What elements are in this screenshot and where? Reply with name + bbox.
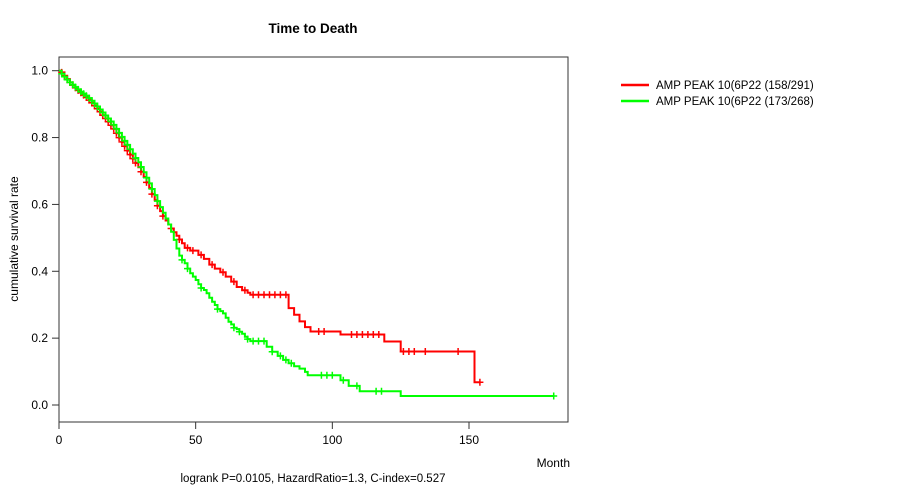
censor-mark [184, 244, 191, 252]
censor-mark [178, 256, 186, 264]
censor-mark [235, 328, 243, 336]
censor-mark [339, 376, 347, 384]
censor-mark [110, 121, 118, 129]
censor-mark [112, 125, 120, 133]
censor-mark [219, 268, 227, 276]
survival-curve-series [58, 68, 484, 386]
y-tick-label: 0.0 [31, 398, 48, 412]
y-tick-label: 0.2 [31, 331, 48, 345]
censor-mark [421, 348, 429, 355]
survival-curves [58, 68, 558, 400]
censor-mark [353, 382, 361, 390]
y-tick-label: 1.0 [31, 64, 48, 78]
survival-curve-series [58, 69, 558, 400]
x-tick-label: 150 [459, 433, 479, 447]
censor-mark [282, 356, 290, 364]
x-axis-ticks: 0 50 100 150 [56, 422, 479, 447]
censor-mark [230, 278, 238, 286]
censor-mark [143, 174, 150, 182]
km-step-curve [59, 69, 554, 397]
censor-mark [375, 331, 383, 338]
legend-item: AMP PEAK 10(6P22 (173/268) [621, 96, 814, 108]
censor-mark [320, 328, 328, 335]
censor-mark [276, 352, 284, 360]
censor-mark [241, 286, 249, 294]
censor-mark [126, 145, 134, 153]
censor-mark [214, 305, 221, 313]
x-tick-label: 0 [56, 433, 63, 447]
censor-mark [197, 251, 205, 259]
censor-mark [118, 133, 126, 141]
legend-item: AMP PEAK 10(6P22 (158/291) [621, 80, 814, 92]
censor-mark [287, 359, 295, 367]
censor-mark [184, 265, 191, 273]
x-tick-label: 100 [322, 433, 342, 447]
censor-mark [148, 185, 156, 193]
censor-mark [378, 387, 385, 395]
censor-mark [260, 337, 268, 345]
km-step-curve [59, 69, 480, 384]
y-tick-label: 0.4 [31, 264, 48, 278]
censor-mark [189, 247, 197, 255]
censor-mark [137, 163, 145, 171]
censor-mark [123, 141, 131, 149]
censor-mark [244, 335, 252, 343]
y-axis-ticks: 1.0 0.8 0.6 0.4 0.2 0.0 [31, 64, 59, 412]
censor-mark [454, 348, 462, 355]
censor-mark [121, 137, 129, 145]
stats-annotation: logrank P=0.0105, HazardRatio=1.3, C-ind… [181, 473, 446, 485]
censor-mark [328, 371, 336, 379]
censor-mark [208, 261, 216, 269]
x-tick-label: 50 [189, 433, 203, 447]
censor-mark [132, 154, 139, 162]
censor-mark [410, 348, 418, 355]
censor-mark [476, 378, 484, 386]
legend-label: AMP PEAK 10(6P22 (158/291) [656, 80, 814, 92]
x-axis-label: Month [537, 456, 570, 470]
plot-box [58, 56, 569, 423]
y-tick-label: 0.8 [31, 131, 48, 145]
y-tick-label: 0.6 [31, 197, 48, 211]
censor-mark [115, 129, 123, 137]
censor-mark [282, 291, 290, 299]
censor-mark [197, 284, 205, 292]
y-axis-label: cumulative survival rate [7, 176, 21, 302]
censor-mark [550, 392, 558, 400]
censor-mark [268, 348, 276, 356]
legend: AMP PEAK 10(6P22 (158/291) AMP PEAK 10(6… [621, 80, 814, 108]
legend-label: AMP PEAK 10(6P22 (173/268) [656, 96, 814, 108]
censor-mark [153, 197, 161, 205]
censor-mark [230, 324, 238, 332]
chart-title: Time to Death [268, 21, 357, 36]
